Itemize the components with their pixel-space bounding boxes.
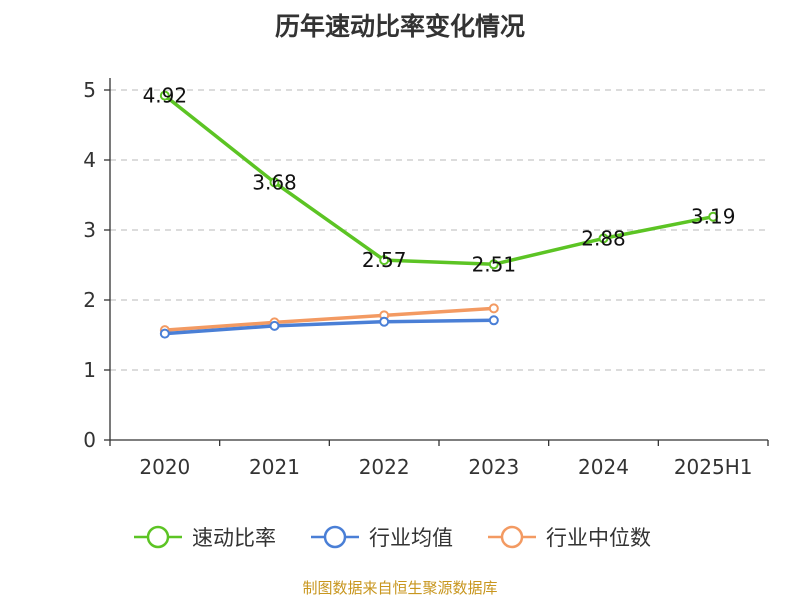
data-point (598, 233, 609, 244)
chart-title: 历年速动比率变化情况 (275, 12, 525, 41)
axes-layer: 0 1 2 3 4 5 2020 2021 2022 2023 2024 2025H1 (83, 78, 769, 479)
data-point (379, 255, 390, 266)
data-point (708, 211, 719, 222)
data-label: 2.57 (362, 248, 407, 272)
series-line-1 (163, 318, 496, 336)
legend-item[interactable]: 行业中位数 (488, 525, 651, 550)
data-point (159, 328, 170, 339)
x-tick-label: 2023 (468, 455, 519, 479)
x-tick-label: 2020 (139, 455, 190, 479)
legend: 速动比率 行业均值 行业中位数 (134, 525, 651, 550)
data-labels-layer: 4.92 3.68 2.57 2.51 2.88 3.19 (143, 84, 736, 277)
data-point (488, 315, 499, 326)
data-label: 2.88 (581, 226, 626, 250)
y-tick-label: 3 (83, 218, 96, 242)
data-label: 4.92 (143, 84, 188, 108)
legend-label: 速动比率 (192, 526, 276, 550)
legend-label: 行业均值 (369, 526, 453, 550)
x-tick-label: 2024 (578, 455, 629, 479)
source-note: 制图数据来自恒生聚源数据库 (302, 579, 497, 597)
legend-circle-icon (146, 525, 170, 549)
data-point (379, 316, 390, 327)
data-point (488, 303, 499, 314)
data-label: 2.51 (472, 252, 517, 276)
y-tick-label: 0 (83, 428, 96, 452)
series-line-0 (163, 93, 715, 267)
y-tick-label: 4 (83, 148, 96, 172)
y-tick-label: 5 (83, 78, 96, 102)
series-layer (159, 90, 719, 339)
y-tick-label: 2 (83, 288, 96, 312)
x-tick-label: 2022 (359, 455, 410, 479)
legend-item[interactable]: 行业均值 (311, 525, 453, 550)
y-tick-label: 1 (83, 358, 96, 382)
data-point (269, 320, 280, 331)
data-point (159, 90, 170, 101)
data-point (488, 259, 499, 270)
x-tick-label: 2021 (249, 455, 300, 479)
legend-circle-icon (500, 525, 524, 549)
legend-item[interactable]: 速动比率 (134, 525, 276, 550)
series-line-2 (163, 306, 496, 332)
data-point (269, 177, 280, 188)
legend-label: 行业中位数 (546, 526, 651, 550)
legend-circle-icon (323, 525, 347, 549)
data-label: 3.68 (252, 170, 297, 194)
data-label: 3.19 (691, 205, 736, 229)
x-tick-label: 2025H1 (674, 455, 753, 479)
